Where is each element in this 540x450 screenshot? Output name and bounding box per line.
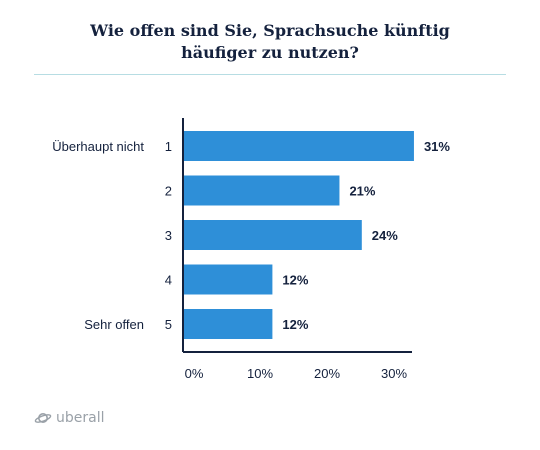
chart-title: Wie offen sind Sie, Sprachsuche künftig … (0, 20, 540, 64)
category-tick-label: 3 (165, 228, 172, 243)
bar-value-label: 21% (349, 184, 375, 199)
bar-value-label: 24% (372, 228, 398, 243)
category-tick-label: 2 (165, 184, 172, 199)
x-tick-label: 20% (314, 366, 340, 381)
category-name-label: Sehr offen (84, 317, 144, 332)
bar (183, 175, 340, 206)
x-tick-label: 30% (381, 366, 407, 381)
bar-value-label: 12% (282, 273, 308, 288)
logo-text: uberall (56, 410, 105, 426)
category-name-label: Überhaupt nicht (52, 139, 144, 154)
x-tick-label: 0% (185, 366, 204, 381)
bar (183, 131, 414, 161)
uberall-logo: uberall (34, 410, 105, 426)
bar (183, 264, 273, 295)
bar (183, 220, 362, 250)
category-tick-label: 5 (165, 317, 172, 332)
title-divider (34, 74, 506, 75)
category-tick-label: 4 (165, 273, 172, 288)
bar (183, 309, 273, 339)
chart-title-line-2: häufiger zu nutzen? (181, 43, 359, 62)
x-tick-label: 10% (247, 366, 273, 381)
category-tick-label: 1 (165, 139, 172, 154)
bar-value-label: 12% (282, 317, 308, 332)
bar-value-label: 31% (424, 139, 450, 154)
chart-title-line-1: Wie offen sind Sie, Sprachsuche künftig (90, 21, 450, 40)
planet-icon (34, 413, 52, 423)
